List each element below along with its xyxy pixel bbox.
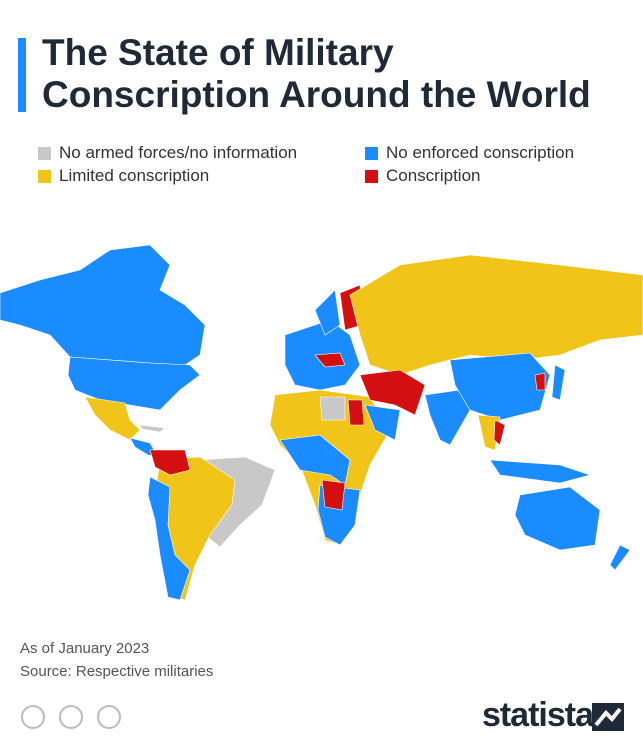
- source: Source: Respective militaries: [20, 663, 214, 680]
- region: [359, 369, 426, 416]
- region: [347, 399, 365, 426]
- region: [149, 449, 191, 476]
- region: [314, 289, 341, 336]
- legend-item: Limited conscription: [38, 166, 209, 186]
- region: [534, 372, 546, 391]
- legend-label: Conscription: [386, 166, 481, 185]
- brand-icon: [592, 703, 624, 731]
- region: [609, 544, 631, 571]
- region: [477, 414, 501, 451]
- region: [364, 404, 401, 441]
- legend-swatch: [365, 169, 378, 183]
- region: [449, 352, 551, 421]
- legend-item: Conscription: [365, 166, 481, 186]
- title-line: Conscription Around the World: [42, 74, 591, 115]
- region: [0, 244, 206, 366]
- legend-label: No enforced conscription: [386, 143, 575, 162]
- note: As of January 2023: [20, 640, 150, 657]
- region: [139, 424, 166, 433]
- title: The State of Military Conscription Aroun…: [42, 32, 591, 116]
- region: [319, 396, 346, 421]
- brand: statista: [481, 696, 594, 734]
- world-map: [0, 244, 643, 601]
- legend-item: No enforced conscription: [365, 143, 574, 163]
- license-icons: [21, 705, 121, 729]
- title-line: The State of Military: [42, 32, 394, 73]
- region: [321, 479, 346, 511]
- legend-swatch: [38, 146, 51, 160]
- region: [67, 356, 201, 411]
- region: [493, 419, 506, 446]
- legend-swatch: [38, 169, 51, 183]
- region: [314, 352, 346, 368]
- region: [514, 486, 601, 551]
- legend-label: No armed forces/no information: [59, 143, 298, 162]
- legend-item: No armed forces/no information: [38, 143, 297, 163]
- region: [349, 254, 643, 376]
- legend-swatch: [365, 146, 378, 160]
- legend-label: Limited conscription: [59, 166, 210, 185]
- region: [489, 459, 592, 484]
- region: [147, 476, 191, 601]
- region: [551, 364, 566, 401]
- title-accent: [18, 38, 26, 112]
- region: [84, 396, 141, 441]
